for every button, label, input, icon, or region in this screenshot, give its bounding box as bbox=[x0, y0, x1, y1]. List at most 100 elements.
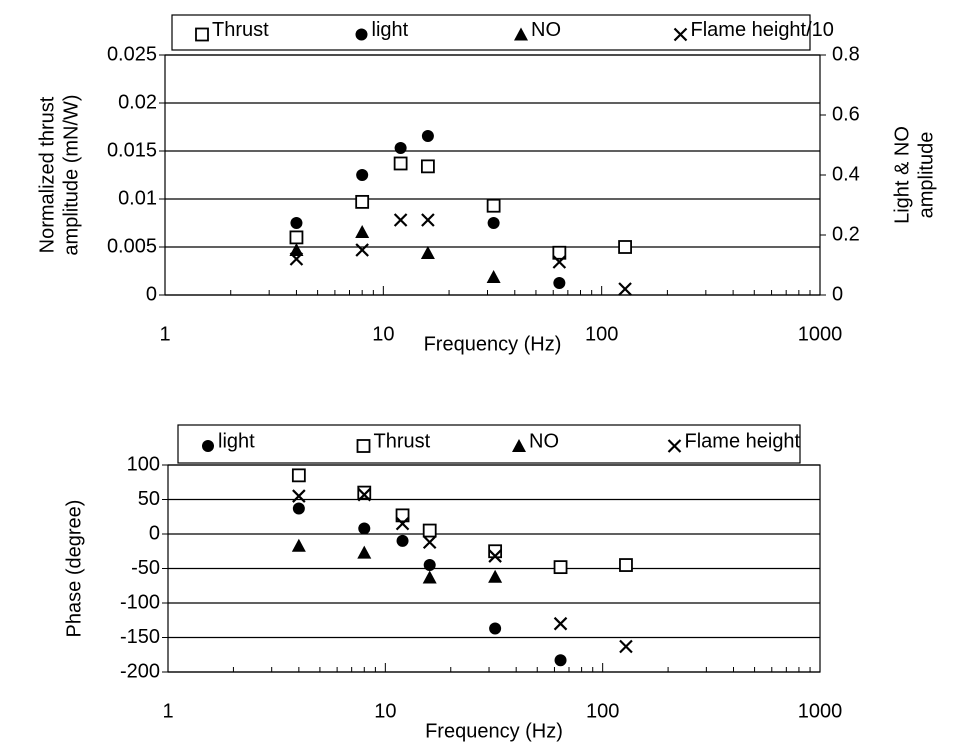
y-tick-label: 50 bbox=[138, 488, 160, 510]
point bbox=[422, 523, 437, 538]
point bbox=[552, 245, 567, 260]
y2-tick-label: 0.4 bbox=[832, 163, 860, 185]
y-tick-label: 0 bbox=[146, 283, 157, 305]
legend-marker bbox=[195, 27, 209, 42]
point bbox=[420, 246, 435, 259]
point bbox=[553, 277, 566, 289]
point bbox=[488, 549, 502, 563]
y2-axis-label: Light & NO bbox=[891, 126, 913, 224]
x-tick-label: 1 bbox=[159, 323, 170, 345]
point bbox=[291, 468, 306, 483]
legend-marker bbox=[356, 439, 371, 453]
y-tick-label: 0.02 bbox=[118, 91, 157, 113]
point bbox=[357, 545, 372, 559]
legend-marker bbox=[667, 439, 682, 453]
point bbox=[355, 194, 370, 209]
point bbox=[289, 252, 304, 266]
legend-label: Flame height bbox=[685, 430, 801, 452]
point bbox=[553, 560, 568, 575]
point bbox=[395, 508, 410, 523]
legend-marker bbox=[514, 27, 528, 41]
point bbox=[289, 230, 304, 245]
legend-label: Thrust bbox=[374, 430, 431, 452]
point bbox=[393, 213, 408, 227]
y-tick-label: -100 bbox=[120, 591, 160, 613]
point bbox=[487, 217, 500, 229]
point bbox=[393, 156, 408, 171]
point bbox=[396, 534, 409, 547]
point bbox=[486, 198, 501, 213]
point bbox=[356, 169, 369, 181]
point bbox=[553, 616, 568, 631]
legend-box bbox=[171, 14, 811, 51]
point bbox=[291, 538, 306, 552]
y-axis-label: amplitude (mN/W) bbox=[60, 94, 82, 255]
x-tick-label: 100 bbox=[586, 700, 619, 722]
y2-tick-label: 0.2 bbox=[832, 223, 860, 245]
plot-frame bbox=[164, 54, 821, 296]
y-tick-label: -50 bbox=[131, 557, 160, 579]
y2-tick-label: 0.6 bbox=[832, 103, 860, 125]
y-axis-label: Phase (degree) bbox=[63, 500, 85, 638]
x-tick-label: 1000 bbox=[798, 323, 843, 345]
legend-label: NO bbox=[529, 430, 559, 452]
legend-marker bbox=[512, 439, 526, 452]
y-tick-label: 0.01 bbox=[118, 187, 157, 209]
legend-label: Thrust bbox=[212, 19, 269, 41]
y-tick-label: 0.005 bbox=[107, 235, 157, 257]
y-tick-label: -150 bbox=[120, 626, 160, 648]
legend-label: light bbox=[372, 19, 409, 41]
point bbox=[355, 225, 370, 238]
point bbox=[619, 639, 633, 654]
y-tick-label: -200 bbox=[120, 660, 160, 682]
y2-tick-label: 0.8 bbox=[832, 43, 860, 65]
point bbox=[358, 522, 371, 535]
y-tick-label: 0.025 bbox=[107, 43, 157, 65]
legend-marker bbox=[355, 28, 368, 41]
legend-marker bbox=[202, 440, 214, 452]
x-axis-label: Frequency (Hz) bbox=[424, 333, 562, 355]
point bbox=[357, 487, 372, 502]
point bbox=[423, 559, 436, 572]
y2-axis-label: amplitude bbox=[915, 132, 937, 219]
point bbox=[422, 570, 437, 584]
x-axis-label: Frequency (Hz) bbox=[425, 720, 563, 742]
point bbox=[421, 213, 435, 227]
point bbox=[619, 558, 633, 572]
y-tick-label: 0.015 bbox=[107, 139, 157, 161]
point bbox=[421, 130, 434, 142]
point bbox=[486, 270, 501, 283]
point bbox=[290, 217, 303, 229]
point bbox=[489, 622, 502, 635]
x-tick-label: 10 bbox=[374, 700, 396, 722]
point bbox=[289, 243, 304, 256]
point bbox=[420, 159, 435, 174]
point bbox=[357, 485, 372, 500]
point bbox=[422, 535, 437, 550]
point bbox=[552, 255, 567, 269]
point bbox=[554, 654, 567, 667]
plot-frame bbox=[167, 464, 821, 673]
y2-tick-label: 0 bbox=[832, 283, 843, 305]
y-tick-label: 100 bbox=[127, 453, 160, 475]
point bbox=[292, 502, 305, 515]
point bbox=[395, 516, 410, 531]
y-axis-label: Normalized thrust bbox=[36, 96, 58, 253]
legend-label: light bbox=[218, 430, 255, 452]
legend-box bbox=[177, 424, 801, 464]
point bbox=[618, 282, 632, 296]
legend-label: NO bbox=[531, 19, 561, 41]
x-tick-label: 10 bbox=[372, 323, 394, 345]
point bbox=[488, 569, 503, 583]
x-tick-label: 1000 bbox=[798, 700, 843, 722]
x-tick-label: 100 bbox=[585, 323, 618, 345]
point bbox=[394, 142, 407, 154]
legend-label: Flame height/10 bbox=[691, 19, 834, 41]
point bbox=[355, 243, 369, 257]
point bbox=[618, 240, 632, 254]
legend-marker bbox=[673, 27, 688, 42]
x-tick-label: 1 bbox=[162, 700, 173, 722]
point bbox=[292, 489, 306, 503]
y-tick-label: 0 bbox=[149, 522, 160, 544]
